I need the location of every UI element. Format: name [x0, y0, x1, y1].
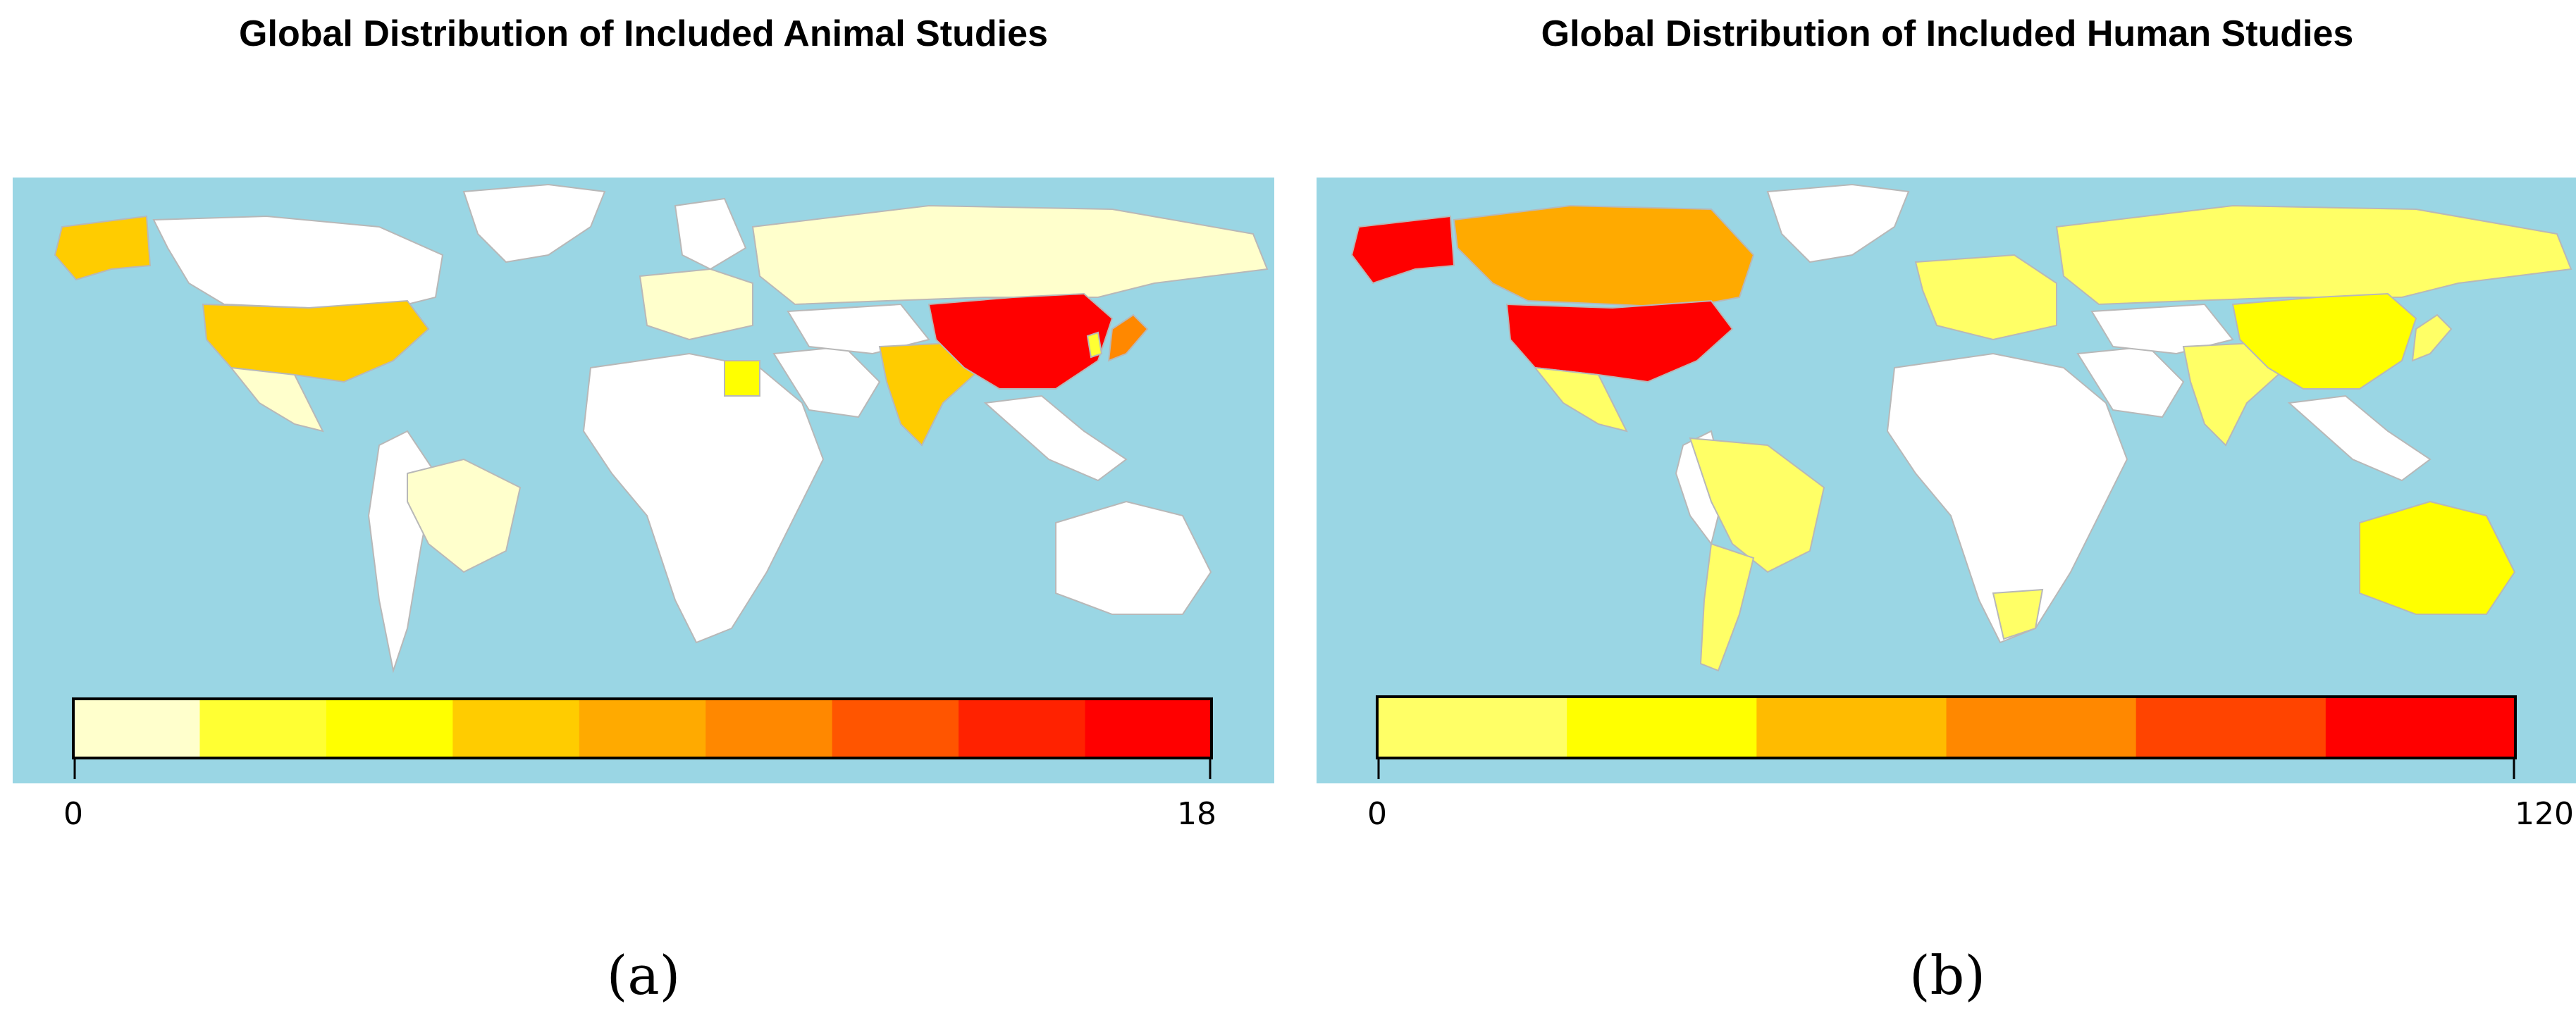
color-legend [72, 697, 1213, 779]
country-europe [639, 268, 753, 341]
legend-swatch [705, 699, 833, 758]
country-australia [2359, 500, 2516, 615]
country-korea [1086, 331, 1103, 359]
australia [1055, 500, 1212, 615]
africa [1886, 352, 2128, 644]
panel-label: (a) [606, 944, 681, 1007]
country-brazil [407, 458, 522, 573]
country-japan [1107, 313, 1149, 362]
legend-swatch [452, 699, 580, 758]
world-map [13, 178, 1274, 783]
country-china [928, 292, 1114, 390]
scandinavia [674, 197, 747, 271]
country-alaska [1350, 215, 1455, 285]
legend-min-label: 0 [63, 796, 83, 832]
greenland [1766, 183, 1910, 263]
country-alaska [54, 215, 152, 281]
legend-border [1376, 695, 2517, 759]
country-egypt [724, 360, 760, 397]
country-russia [2055, 204, 2572, 306]
country-mexico [1533, 366, 1628, 433]
legend-min-label: 0 [1367, 796, 1387, 832]
legend-swatch [1085, 699, 1212, 758]
legend-swatch [1946, 697, 2137, 758]
country-argentina [1699, 542, 1755, 672]
legend-swatch [579, 699, 706, 758]
country-russia [751, 204, 1269, 306]
legend-swatch [2136, 697, 2327, 758]
color-legend [1376, 695, 2517, 779]
country-mexico [229, 366, 324, 433]
legend-swatch [199, 699, 327, 758]
southeast-asia [2287, 395, 2432, 482]
country-usa [1505, 299, 1734, 383]
panel-human-studies: Global Distribution of Included Human St… [1317, 0, 2576, 1025]
legend-swatch [959, 699, 1086, 758]
world-map [1317, 178, 2576, 783]
legend-swatch [1567, 697, 1757, 758]
southeast-asia [983, 395, 1128, 482]
legend-swatch [1377, 697, 1567, 758]
panel-label: (b) [1909, 944, 1985, 1007]
africa [582, 352, 825, 644]
legend-swatch [73, 699, 200, 758]
country-south-africa [1992, 588, 2044, 640]
panel-title: Global Distribution of Included Human St… [1541, 13, 2354, 54]
country-europe [1914, 254, 2057, 341]
country-usa [202, 299, 430, 383]
country-china [2231, 292, 2417, 390]
legend-swatch [832, 699, 959, 758]
legend-swatch [2325, 697, 2516, 758]
legend-swatch [1756, 697, 1947, 758]
legend-max-label: 18 [1177, 796, 1216, 832]
panel-title: Global Distribution of Included Animal S… [239, 13, 1048, 54]
legend-swatch [326, 699, 453, 758]
legend-border [72, 697, 1213, 759]
country-japan [2411, 313, 2453, 362]
legend-max-label: 120 [2515, 796, 2574, 832]
panel-animal-studies: Global Distribution of Included Animal S… [13, 0, 1274, 1025]
greenland [462, 183, 606, 263]
country-brazil [1689, 437, 1825, 573]
